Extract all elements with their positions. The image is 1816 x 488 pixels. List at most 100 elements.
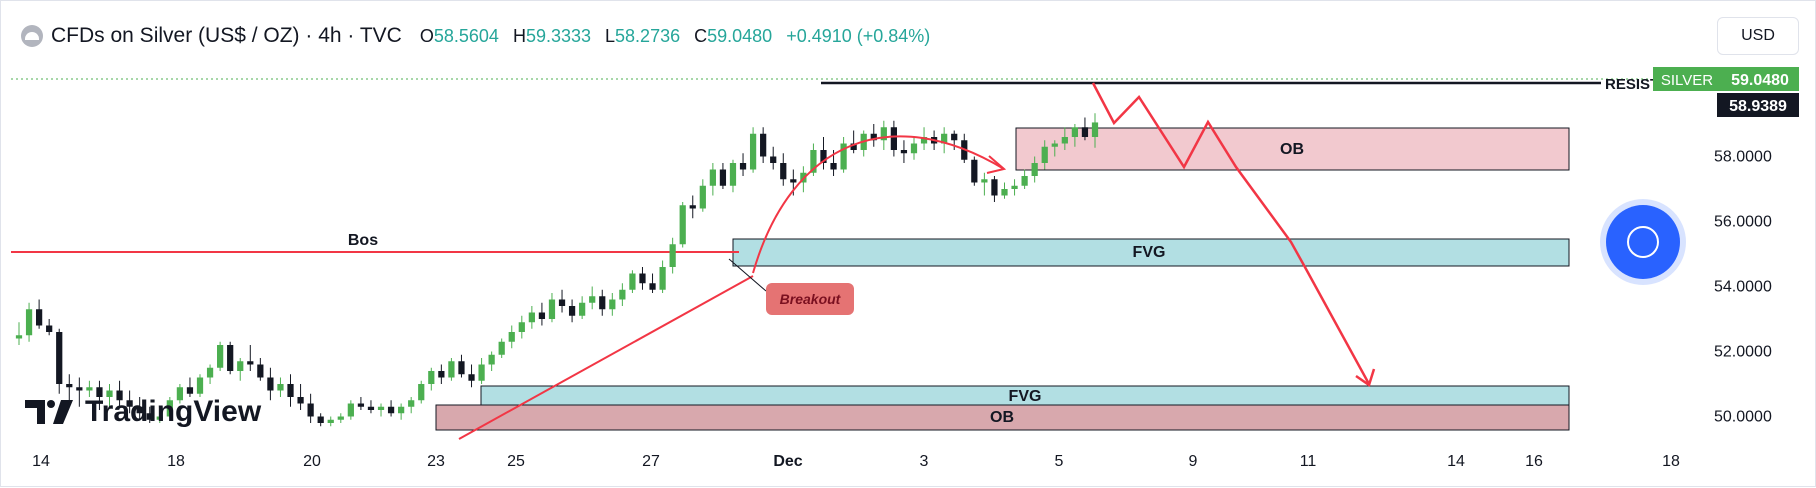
candle bbox=[548, 293, 556, 323]
candle bbox=[498, 338, 505, 358]
resistance-label: RESIST bbox=[1605, 76, 1659, 93]
candle-body bbox=[649, 283, 656, 290]
candle-body bbox=[790, 179, 797, 183]
annotations-layer: Breakout bbox=[458, 82, 1376, 440]
candle bbox=[408, 397, 415, 414]
candle bbox=[227, 341, 234, 375]
candle-body bbox=[910, 143, 918, 154]
candle bbox=[568, 299, 576, 323]
candle bbox=[508, 325, 515, 349]
candle-body bbox=[548, 299, 556, 319]
candle bbox=[729, 159, 737, 193]
last-price-tag-label: 59.0480 bbox=[1731, 72, 1789, 89]
candle bbox=[418, 380, 425, 404]
candle bbox=[860, 130, 867, 157]
candle-body bbox=[297, 397, 304, 404]
symbol-price-tag-label: SILVER bbox=[1661, 72, 1713, 89]
candle-body bbox=[458, 361, 465, 375]
candle-body bbox=[900, 150, 908, 154]
candle-body bbox=[568, 306, 576, 316]
candle bbox=[106, 384, 113, 407]
candle-body bbox=[1051, 143, 1058, 147]
candle-body bbox=[186, 387, 194, 394]
candle bbox=[247, 345, 254, 371]
candle bbox=[317, 413, 324, 427]
candle-body bbox=[166, 400, 173, 417]
candle bbox=[749, 127, 757, 173]
symbol-title[interactable]: CFDs on Silver (US$ / OZ) · 4h · TVC bbox=[51, 24, 402, 47]
candle bbox=[257, 358, 264, 381]
candle-body bbox=[971, 159, 978, 183]
candle-body bbox=[991, 179, 998, 196]
candle-body bbox=[1031, 163, 1038, 176]
candle-body bbox=[136, 406, 143, 414]
candle bbox=[900, 140, 908, 163]
candle-body bbox=[387, 406, 395, 414]
candle-body bbox=[448, 361, 455, 378]
time-tick-label: 14 bbox=[1447, 453, 1465, 470]
projection-path bbox=[1091, 82, 1371, 385]
uptrend-line bbox=[458, 275, 754, 440]
candle-body bbox=[277, 384, 284, 391]
currency-button[interactable]: USD bbox=[1717, 17, 1799, 55]
tradingview-logo[interactable]: TradingView bbox=[25, 395, 261, 429]
candle-body bbox=[438, 371, 445, 378]
close-key: C bbox=[694, 25, 708, 46]
candle bbox=[850, 130, 857, 154]
symbol-logo-icon bbox=[21, 25, 43, 47]
candle bbox=[1021, 169, 1028, 189]
breakout-pointer bbox=[728, 258, 767, 292]
candle-body bbox=[820, 150, 827, 163]
candle bbox=[66, 374, 73, 401]
candle-body bbox=[709, 169, 716, 186]
candle bbox=[941, 127, 948, 154]
candle-body bbox=[488, 354, 495, 365]
candle bbox=[760, 127, 767, 163]
candle bbox=[297, 384, 304, 410]
candle-body bbox=[770, 156, 777, 163]
time-tick-label: Dec bbox=[773, 453, 802, 470]
candle bbox=[76, 377, 83, 407]
candle-body bbox=[951, 133, 958, 141]
candle bbox=[96, 380, 103, 410]
price-tick-label: 56.0000 bbox=[1714, 214, 1772, 231]
candle-body bbox=[478, 364, 485, 381]
candle-body bbox=[337, 416, 344, 420]
candle-body bbox=[398, 406, 405, 414]
price-axis: 50.0000 52.0000 54.0000 56.0000 58.0000 SILVE… bbox=[1653, 67, 1799, 426]
candle-body bbox=[217, 345, 224, 368]
candle bbox=[448, 358, 455, 381]
candle-body bbox=[669, 244, 676, 267]
candle-body bbox=[538, 312, 546, 319]
candle-body bbox=[1061, 137, 1068, 144]
candle-body bbox=[850, 143, 857, 150]
candle bbox=[176, 384, 184, 404]
floating-action-button[interactable] bbox=[1606, 205, 1680, 279]
candle bbox=[46, 319, 53, 336]
time-tick-label: 27 bbox=[642, 453, 660, 470]
candle-body bbox=[1041, 146, 1048, 163]
candle-body bbox=[699, 185, 706, 209]
time-tick-label: 20 bbox=[303, 453, 321, 470]
candle bbox=[689, 195, 696, 219]
candle bbox=[880, 120, 887, 150]
candle bbox=[307, 393, 314, 423]
candle-body bbox=[981, 179, 988, 183]
candle-body bbox=[679, 205, 686, 245]
candle-body bbox=[247, 361, 254, 365]
candle-body bbox=[508, 332, 515, 342]
candle bbox=[387, 400, 395, 417]
candle-body bbox=[890, 127, 897, 150]
candle-body bbox=[760, 133, 767, 157]
candle-body bbox=[86, 387, 93, 391]
candle bbox=[629, 270, 636, 293]
time-tick-label: 5 bbox=[1055, 453, 1064, 470]
breakout-label: Breakout bbox=[780, 291, 842, 307]
candle-body bbox=[629, 273, 636, 290]
candle bbox=[991, 176, 998, 202]
candle bbox=[86, 380, 93, 397]
arc-arrow-head bbox=[986, 155, 1007, 174]
candle bbox=[609, 293, 616, 316]
candle bbox=[699, 179, 706, 212]
